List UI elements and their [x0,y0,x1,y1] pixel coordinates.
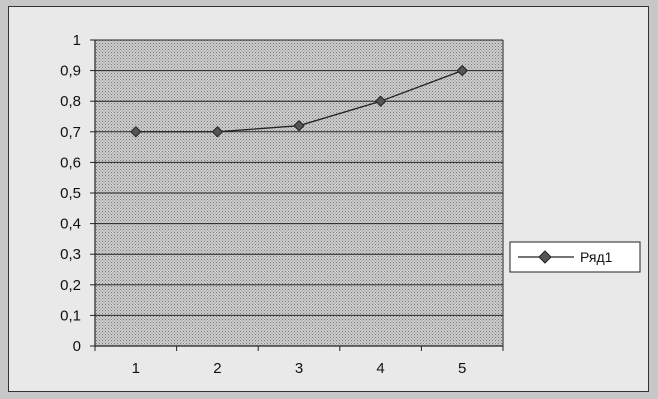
y-tick-label: 0,4 [60,216,81,233]
data-point-marker [293,119,305,132]
line-chart: 0 0,1 0,2 0,3 0,4 0,5 0,6 0,7 0,8 0,9 1 1 2 3 4 5 Ряд1 [60,32,641,377]
y-tick-label: 0,2 [60,277,81,294]
y-tick-label: 0,3 [60,246,81,263]
y-tick-label: 0,1 [60,307,81,324]
x-axis-ticks: 1 2 3 4 5 [94,346,504,377]
data-point-marker [211,126,224,138]
x-tick-label: 4 [376,360,384,377]
x-tick-label: 1 [132,360,140,377]
y-tick-label: 0 [73,338,81,355]
x-tick-label: 5 [458,360,466,377]
data-point-marker [130,126,142,138]
y-tick-label: 0,8 [60,93,81,110]
legend: Ряд1 [509,241,641,273]
y-tick-label: 0,5 [60,185,81,202]
legend-marker [538,250,552,264]
y-tick-label: 0,9 [60,63,81,80]
y-tick-label: 0,7 [60,124,81,141]
data-point-marker [374,95,387,107]
legend-label-series-1: Ряд1 [580,249,613,265]
x-tick-label: 3 [295,360,303,377]
chart-area: 0 0,1 0,2 0,3 0,4 0,5 0,6 0,7 0,8 0,9 1 1 2 3 4 5 Ряд1 [8,6,649,392]
x-tick-label: 2 [213,360,221,377]
y-axis-ticks: 0 0,1 0,2 0,3 0,4 0,5 0,6 0,7 0,8 0,9 1 [60,32,95,355]
y-tick-label: 1 [73,32,81,49]
y-tick-label: 0,6 [60,154,81,171]
gridlines [95,39,503,316]
series-layer [130,64,468,138]
data-point-marker [456,64,468,77]
